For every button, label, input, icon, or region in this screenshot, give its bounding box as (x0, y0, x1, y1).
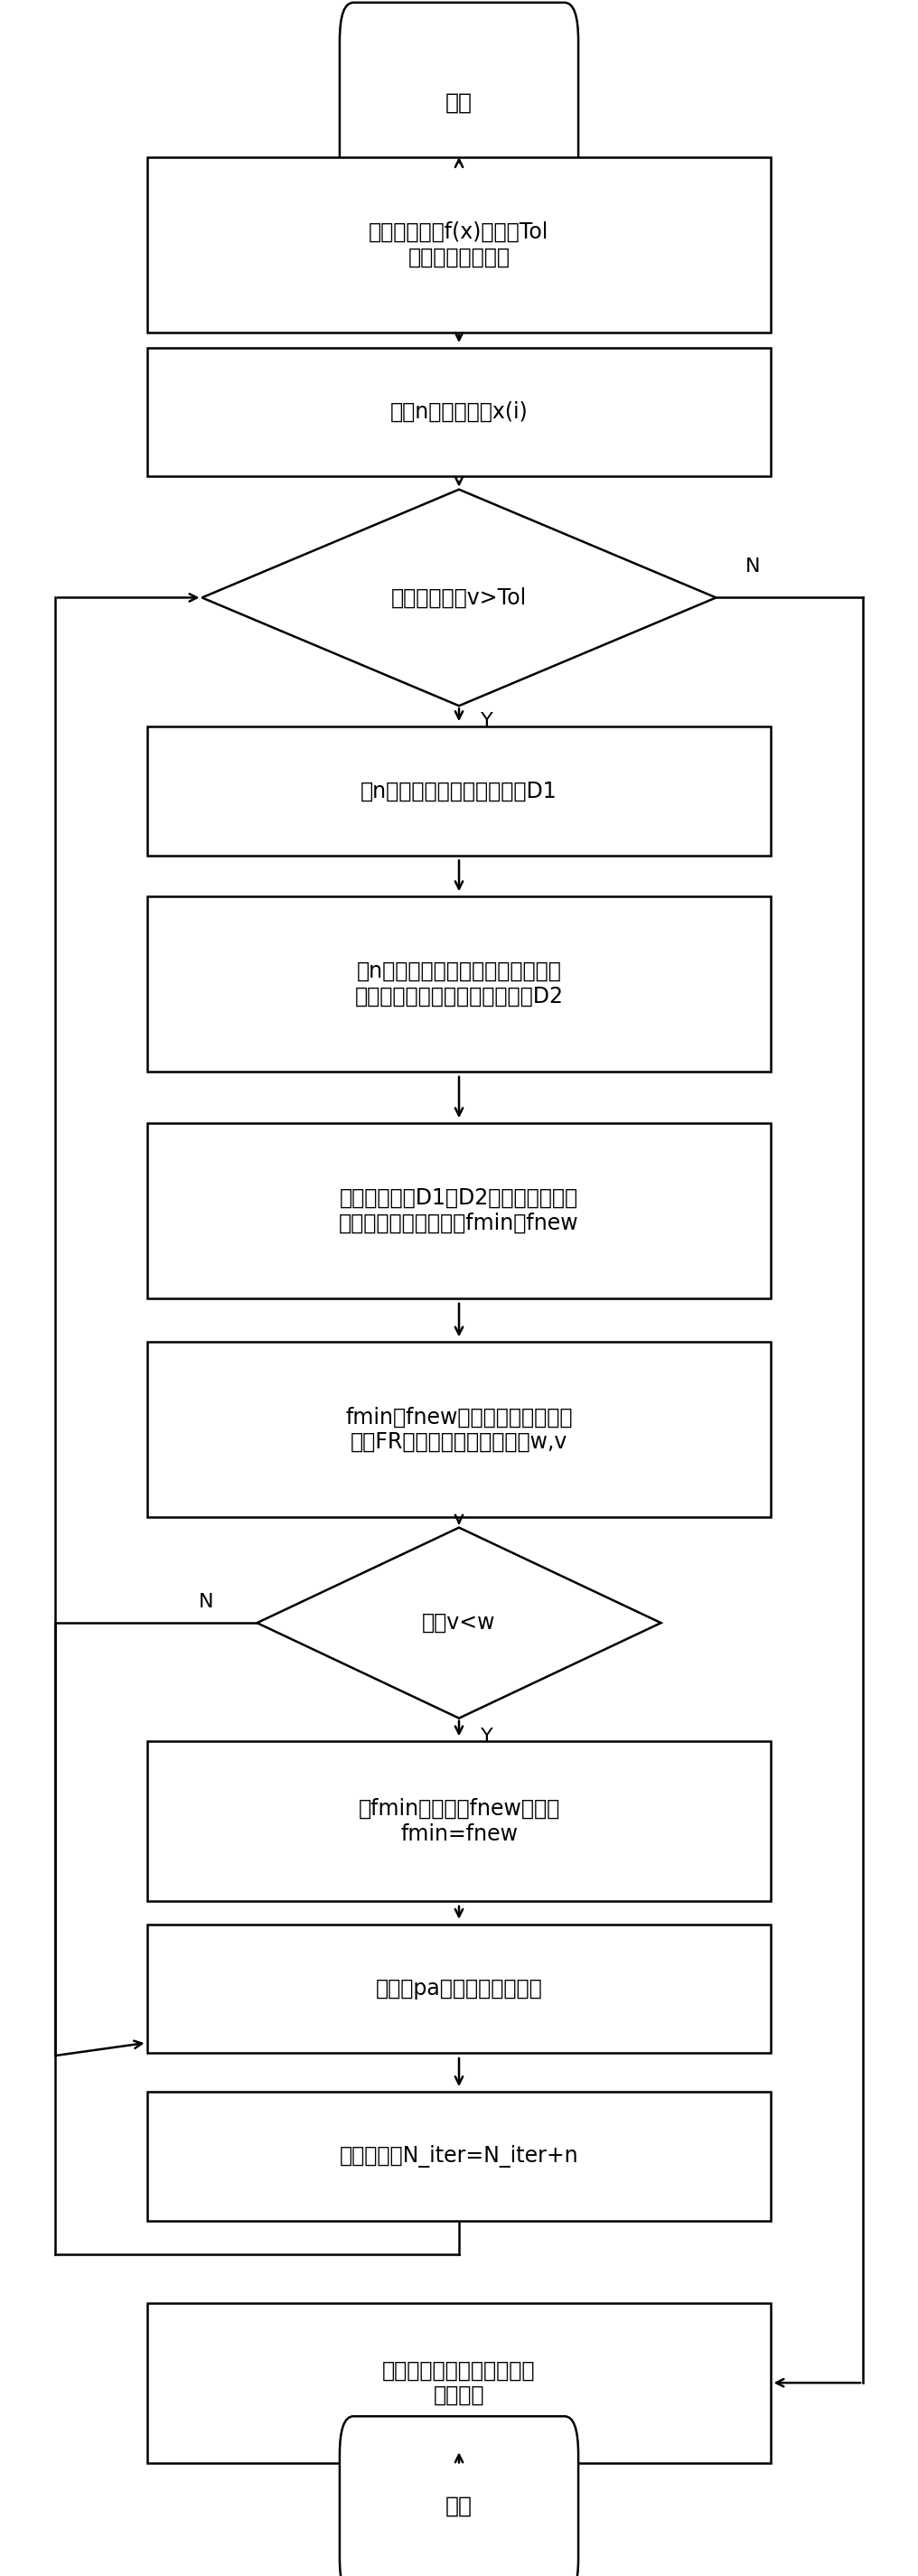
Polygon shape (202, 489, 716, 706)
Text: 当前最小误差v>Tol: 当前最小误差v>Tol (391, 587, 527, 608)
Text: 按概率pa更新一些劣质种群: 按概率pa更新一些劣质种群 (375, 1978, 543, 1999)
FancyBboxPatch shape (340, 2416, 578, 2576)
Text: fmin与fnew分别与叶绿素浓度实
测值FR求各自的方均根误差得w,v: fmin与fnew分别与叶绿素浓度实 测值FR求各自的方均根误差得w,v (345, 1406, 573, 1453)
Text: 产生n个初始种群x(i): 产生n个初始种群x(i) (390, 402, 528, 422)
Text: 结束: 结束 (445, 2496, 473, 2517)
Text: Y: Y (480, 1726, 493, 1747)
FancyBboxPatch shape (147, 1123, 771, 1298)
FancyBboxPatch shape (147, 1924, 771, 2053)
FancyBboxPatch shape (147, 2303, 771, 2463)
Text: 从n个莱维飞行随机游走产生的新种
群中计算并产生一组新的最优解D2: 从n个莱维飞行随机游走产生的新种 群中计算并产生一组新的最优解D2 (354, 961, 564, 1007)
FancyBboxPatch shape (147, 348, 771, 477)
Text: 设置目标函数f(x)、阈值Tol
和待寻优参数个数: 设置目标函数f(x)、阈值Tol 和待寻优参数个数 (369, 222, 549, 268)
Text: 分别用最优解D1、D2代入龙格库塔法
计算叶绿素浓度预测值fmin和fnew: 分别用最优解D1、D2代入龙格库塔法 计算叶绿素浓度预测值fmin和fnew (339, 1188, 579, 1234)
FancyBboxPatch shape (147, 1342, 771, 1517)
FancyBboxPatch shape (147, 1741, 771, 1901)
FancyBboxPatch shape (147, 157, 771, 332)
FancyBboxPatch shape (147, 2092, 771, 2221)
Text: N: N (745, 556, 760, 577)
Text: 把fmin中的值用fnew代替，
fmin=fnew: 把fmin中的值用fnew代替， fmin=fnew (358, 1798, 560, 1844)
Text: N: N (199, 1592, 214, 1613)
Text: Y: Y (480, 711, 493, 732)
Text: 开始: 开始 (445, 93, 473, 113)
FancyBboxPatch shape (147, 896, 771, 1072)
FancyBboxPatch shape (147, 726, 771, 855)
Text: 输出最优结果并作可视化处
理等操作: 输出最优结果并作可视化处 理等操作 (383, 2360, 535, 2406)
Polygon shape (257, 1528, 661, 1718)
Text: 将n群布谷鸟产生一组最优解D1: 将n群布谷鸟产生一组最优解D1 (361, 781, 557, 801)
Text: 如果v<w: 如果v<w (422, 1613, 496, 1633)
FancyBboxPatch shape (340, 3, 578, 204)
Text: 更新计数器N_iter=N_iter+n: 更新计数器N_iter=N_iter+n (340, 2146, 578, 2166)
